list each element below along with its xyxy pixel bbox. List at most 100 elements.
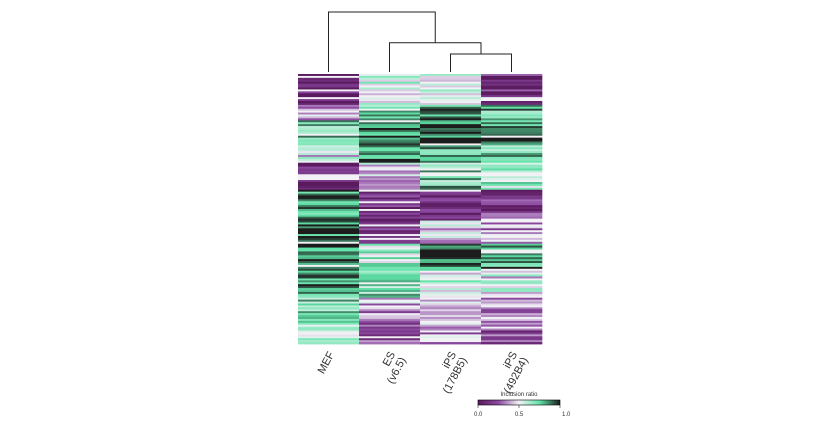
heatmap-cell	[298, 187, 360, 191]
heatmap-cell	[481, 311, 543, 314]
heatmap-cell	[298, 239, 360, 243]
heatmap-cell	[420, 268, 482, 272]
heatmap-cell	[420, 114, 482, 117]
heatmap-cell	[298, 232, 360, 235]
heatmap-cell	[298, 143, 360, 146]
heatmap-cell	[359, 131, 421, 135]
heatmap-cell	[359, 270, 421, 274]
heatmap-cell	[359, 164, 421, 167]
heatmap-cell	[298, 112, 360, 115]
heatmap-cell	[359, 315, 421, 318]
heatmap-cell	[481, 151, 543, 154]
heatmap-cell	[420, 75, 482, 79]
heatmap-cell	[420, 274, 482, 277]
heatmap-cell	[359, 207, 421, 210]
heatmap-cell	[420, 187, 482, 191]
heatmap-cell	[298, 291, 360, 295]
heatmap-cell	[481, 83, 543, 86]
colorbar-legend: Inclusion ratio 0.0 0.5 1.0	[474, 392, 571, 418]
heatmap-cell	[298, 155, 360, 158]
heatmap-cell	[298, 189, 360, 193]
heatmap-cell	[298, 336, 360, 339]
dendrogram-branch	[389, 42, 482, 72]
heatmap-cell	[481, 91, 543, 94]
heatmap-cell	[481, 89, 543, 92]
heatmap-cell	[359, 228, 421, 231]
heatmap-cell	[420, 320, 482, 324]
heatmap-cell	[298, 228, 360, 231]
heatmap-cell	[420, 104, 482, 108]
dendrogram-branch	[450, 53, 512, 72]
heatmap-cell	[359, 102, 421, 106]
heatmap-cell	[359, 239, 421, 243]
heatmap-cell	[298, 268, 360, 272]
heatmap-cell	[359, 187, 421, 191]
heatmap-cell	[481, 280, 543, 283]
heatmap-cell	[359, 120, 421, 123]
heatmap-cell	[420, 158, 482, 162]
heatmap-cell	[420, 118, 482, 121]
heatmap-cell	[481, 99, 543, 102]
heatmap-cell	[420, 210, 482, 214]
heatmap-cell	[298, 317, 360, 320]
heatmap-cell	[420, 324, 482, 328]
heatmap-cell	[359, 193, 421, 196]
heatmap-cell	[359, 172, 421, 175]
heatmap-cell	[298, 201, 360, 204]
heatmap-cell	[359, 247, 421, 250]
heatmap-cell	[298, 158, 360, 162]
heatmap-cell	[359, 218, 421, 221]
heatmap-cell	[298, 328, 360, 331]
heatmap-cell	[420, 79, 482, 83]
heatmap-cell	[481, 307, 543, 310]
heatmap-cell	[420, 328, 482, 331]
heatmap-cell	[359, 278, 421, 281]
heatmap-cell	[359, 166, 421, 169]
heatmap-cell	[481, 309, 543, 312]
heatmap-cell	[420, 149, 482, 152]
heatmap-cell	[420, 288, 482, 291]
heatmap-cell	[359, 141, 421, 144]
heatmap-cell	[481, 259, 543, 262]
heatmap-cell	[420, 255, 482, 258]
heatmap-cell	[481, 85, 543, 88]
heatmap-cell	[298, 108, 360, 112]
heatmap-cell	[420, 293, 482, 297]
heatmap-cell	[298, 102, 360, 106]
heatmap-cell	[481, 299, 543, 302]
heatmap-cell	[298, 243, 360, 247]
heatmap-cell	[298, 261, 360, 264]
heatmap-cell	[359, 201, 421, 204]
heatmap-cell	[298, 110, 360, 113]
heatmap-cell	[420, 303, 482, 306]
heatmap-cell	[359, 301, 421, 304]
heatmap-cell	[359, 263, 421, 266]
heatmap-cell	[481, 266, 543, 270]
heatmap-cell	[359, 209, 421, 212]
heatmap-cell	[420, 286, 482, 289]
heatmap-cell	[359, 286, 421, 289]
heatmap-cell	[359, 311, 421, 314]
heatmap-cell	[420, 89, 482, 92]
heatmap-cell	[420, 272, 482, 275]
heatmap-cell	[359, 133, 421, 137]
heatmap-cell	[420, 131, 482, 135]
column-label: MEF	[316, 350, 338, 376]
heatmap-cell	[298, 128, 360, 131]
heatmap-cell	[481, 290, 543, 293]
heatmap-cell	[298, 135, 360, 139]
heatmap-cell	[298, 156, 360, 160]
heatmap-cell	[298, 191, 360, 194]
heatmap-cell	[359, 81, 421, 85]
heatmap-cell	[481, 155, 543, 158]
heatmap-cell	[420, 311, 482, 314]
heatmap-cell	[298, 83, 360, 86]
heatmap-cell	[298, 253, 360, 256]
heatmap-cell	[298, 338, 360, 341]
heatmap-cell	[481, 224, 543, 227]
heatmap-cell	[481, 278, 543, 281]
heatmap-cell	[298, 75, 360, 79]
heatmap-cell	[420, 81, 482, 85]
heatmap-cell	[359, 210, 421, 214]
heatmap-cell	[481, 322, 543, 326]
